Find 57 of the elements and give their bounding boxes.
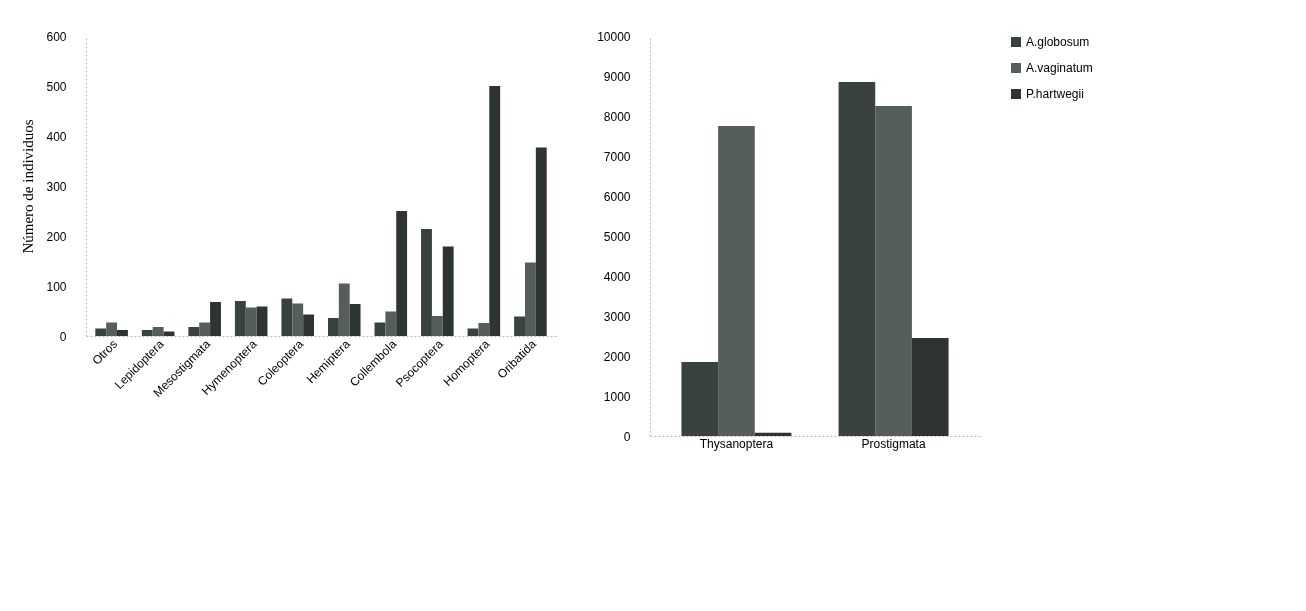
bar <box>911 338 949 436</box>
bar <box>421 229 432 336</box>
y-tick-label: 9000 <box>603 69 631 84</box>
y-tick-label: 300 <box>46 179 67 194</box>
y-tick-label: 0 <box>623 429 631 444</box>
bar <box>106 322 118 336</box>
bar <box>681 362 719 436</box>
bar <box>396 211 408 336</box>
y-tick-label: 5000 <box>603 229 631 244</box>
x-tick-label: Thysanoptera <box>699 436 774 451</box>
bar <box>535 147 547 336</box>
bar <box>303 314 315 336</box>
bar <box>385 311 397 336</box>
y-tick-label: 1000 <box>603 389 631 404</box>
y-tick-label: 8000 <box>603 109 631 124</box>
y-tick-label: 500 <box>46 79 67 94</box>
y-tick-label: 2000 <box>603 349 631 364</box>
bar <box>234 301 246 336</box>
bar <box>338 283 350 336</box>
legend-label: P.hartwegii <box>1026 87 1084 101</box>
bar <box>281 298 293 336</box>
x-tick-label: Prostigmata <box>861 436 926 451</box>
bar <box>117 330 128 336</box>
bar <box>245 307 257 336</box>
bar <box>431 316 443 336</box>
bar <box>210 302 221 336</box>
y-tick-label: 400 <box>46 129 67 144</box>
y-tick-label: 0 <box>59 329 67 344</box>
y-axis-title: Número de individuos <box>20 119 37 254</box>
y-tick-label: 3000 <box>603 309 631 324</box>
y-tick-label: 200 <box>46 229 67 244</box>
legend-label: A.globosum <box>1026 35 1090 49</box>
bar <box>718 126 755 436</box>
bar <box>188 327 200 336</box>
y-tick-label: 4000 <box>603 269 631 284</box>
bar <box>838 82 876 436</box>
bar <box>349 304 361 336</box>
bar <box>327 318 339 336</box>
y-tick-label: 10000 <box>597 29 631 44</box>
bar <box>478 323 490 336</box>
bar <box>292 303 304 336</box>
bar <box>754 432 792 436</box>
bar <box>524 262 536 336</box>
bar <box>141 330 153 336</box>
bar <box>152 327 164 336</box>
y-tick-label: 600 <box>46 29 67 44</box>
bar <box>442 246 454 336</box>
bar <box>514 316 525 336</box>
bar <box>489 86 501 336</box>
legend-label: A.vaginatum <box>1026 61 1093 75</box>
bar <box>875 106 912 436</box>
y-tick-label: 6000 <box>603 189 631 204</box>
y-tick-label: 7000 <box>603 149 631 164</box>
bar <box>199 322 211 336</box>
y-tick-label: 100 <box>46 279 67 294</box>
bar <box>256 306 268 336</box>
bar <box>95 328 107 336</box>
